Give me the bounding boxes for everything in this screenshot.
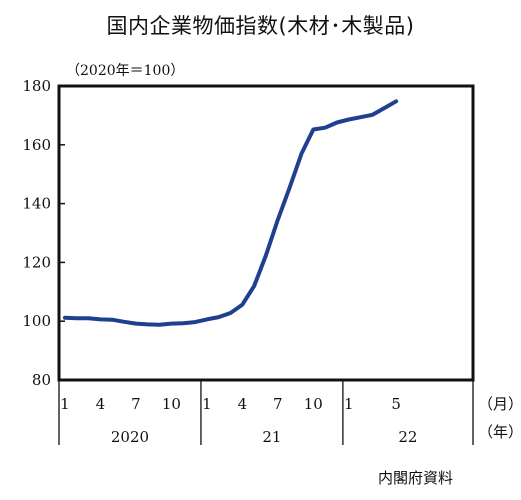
plot-frame <box>57 84 475 382</box>
x-tick-label: 7 <box>273 395 283 413</box>
y-tick-label: 160 <box>22 136 51 154</box>
x-tick-label: 7 <box>131 395 141 413</box>
y-axis: 80 100 120 140 160 180 <box>22 77 65 389</box>
x-tick-label: 10 <box>304 395 323 413</box>
unit-note: （2020年＝100） <box>66 63 185 79</box>
y-tick-label: 140 <box>22 195 51 213</box>
x-tick-label: 1 <box>344 395 354 413</box>
y-tick-label: 120 <box>22 253 51 271</box>
year-label: 22 <box>398 428 417 446</box>
series-line <box>62 99 399 327</box>
year-label: 21 <box>262 428 281 446</box>
x-tick-label: 5 <box>391 395 401 413</box>
x-tick-label: 4 <box>96 395 106 413</box>
year-label: 2020 <box>111 428 149 446</box>
y-tick-label: 100 <box>22 312 51 330</box>
x-tick-label: 4 <box>238 395 248 413</box>
x-unit-month: （月） <box>478 395 521 413</box>
x-tick-label: 1 <box>60 395 70 413</box>
x-tick-label: 10 <box>162 395 181 413</box>
y-tick-label: 80 <box>32 371 51 389</box>
y-tick-label: 180 <box>22 77 51 95</box>
x-axis: 1 4 7 10 1 4 7 10 1 5 2020 21 22 （月） （年） <box>58 380 521 446</box>
series-group <box>62 99 399 327</box>
source-note: 内閣府資料 <box>378 469 454 487</box>
chart-title: 国内企業物価指数(木材･木製品) <box>106 14 415 38</box>
x-tick-label: 1 <box>202 395 212 413</box>
x-unit-year: （年） <box>478 423 521 441</box>
